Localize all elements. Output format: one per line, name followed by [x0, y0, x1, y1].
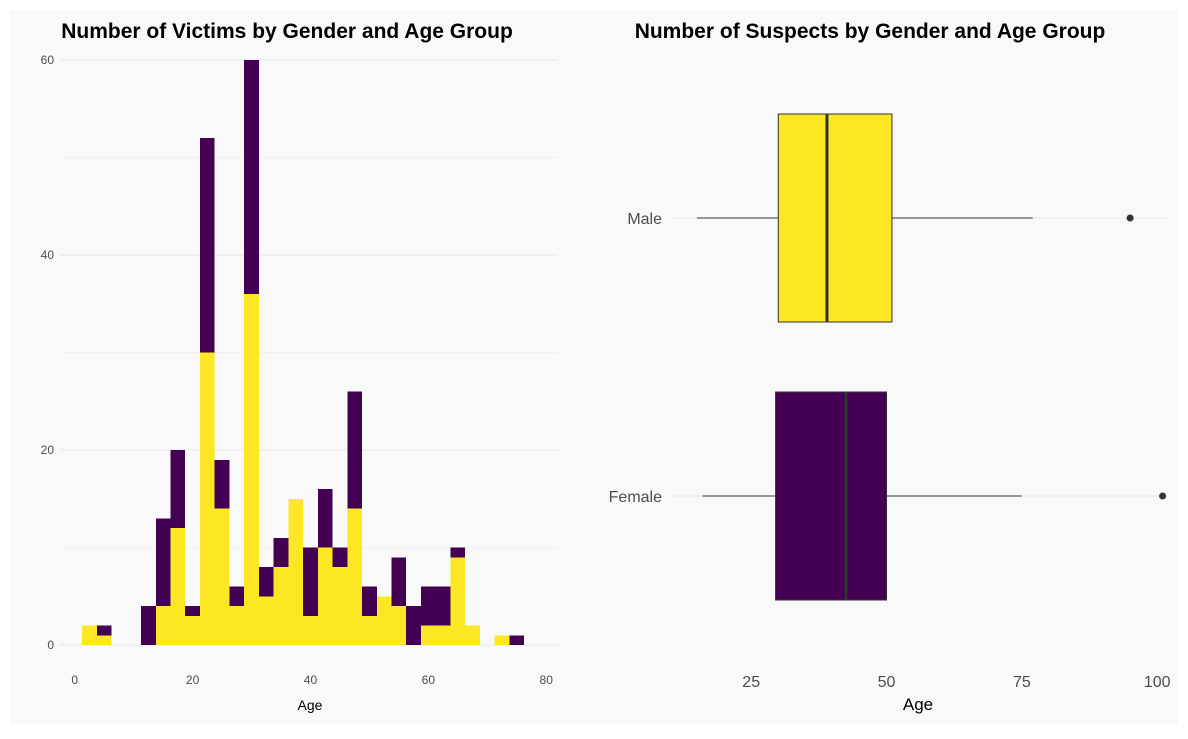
left-x-tick-label: 0 [71, 673, 78, 687]
right-boxplots [697, 113, 1167, 601]
bar-segment-female [435, 586, 451, 626]
bar-segment-female [185, 606, 200, 616]
bar-segment-male [170, 528, 186, 645]
female-outlier-point [1159, 492, 1167, 500]
bar-segment-female [273, 537, 289, 567]
left-y-ticks: 0 20 40 60 [41, 53, 55, 652]
male-outlier-point [1126, 214, 1134, 222]
bar-segment-male [82, 625, 97, 645]
bar-segment-male [494, 635, 510, 645]
bar-segment-male [317, 547, 333, 645]
right-y-ticks: Male Female [609, 211, 662, 506]
bar-segment-male [347, 508, 363, 645]
bar-segment-male [155, 606, 171, 645]
left-x-tick-label: 20 [186, 673, 200, 687]
left-x-tick-label: 80 [540, 673, 554, 687]
bar-segment-female [155, 518, 171, 606]
bar-segment-female [347, 391, 363, 509]
left-y-tick-label: 20 [41, 443, 55, 457]
bar-segment-male [214, 508, 230, 645]
bar-segment-male [303, 615, 318, 645]
left-x-ticks: 0 20 40 60 80 [71, 673, 553, 687]
bar-segment-male [185, 615, 200, 645]
bar-segment-female [303, 547, 318, 616]
bar-segment-male [332, 567, 348, 645]
bar-segment-male [96, 635, 112, 645]
bar-segment-female [406, 606, 421, 645]
right-x-tick-label: 75 [1013, 674, 1031, 691]
right-chart-title: Number of Suspects by Gender and Age Gro… [635, 20, 1106, 43]
bar-segment-female [214, 459, 230, 509]
bar-segment-female [96, 625, 112, 636]
bar-segment-male [273, 567, 289, 645]
bar-segment-male [435, 625, 451, 645]
left-x-tick-label: 40 [304, 673, 318, 687]
bar-segment-female [362, 586, 377, 616]
bar-segment-female [420, 586, 436, 626]
bar-segment-male [391, 606, 407, 645]
left-y-tick-label: 0 [47, 638, 54, 652]
female-box [775, 391, 888, 601]
right-x-tick-label: 50 [878, 674, 896, 691]
bar-segment-male [450, 557, 466, 645]
bar-segment-male [376, 596, 392, 645]
bar-segment-male [288, 498, 304, 645]
bar-segment-female [332, 547, 348, 567]
left-x-tick-label: 60 [422, 673, 436, 687]
bar-segment-female [509, 635, 525, 645]
bar-segment-female [450, 547, 466, 558]
right-x-tick-label: 100 [1144, 674, 1171, 691]
left-chart-title: Number of Victims by Gender and Age Grou… [61, 20, 513, 43]
bar-segment-male [258, 596, 274, 645]
bar-segment-female [391, 557, 407, 606]
right-x-tick-label: 25 [742, 674, 760, 691]
bar-segment-female [258, 567, 274, 597]
right-y-tick-label-female: Female [609, 489, 662, 506]
bar-segment-female [141, 606, 156, 645]
bar-segment-female [317, 489, 333, 548]
bar-segment-male [244, 294, 259, 645]
male-box [777, 113, 893, 323]
bar-segment-male [199, 352, 215, 645]
bar-segment-female [170, 450, 186, 528]
bar-segment-female [244, 60, 259, 294]
left-bars [82, 60, 525, 645]
right-x-ticks: 25 50 75 100 [742, 674, 1170, 691]
bar-segment-male [229, 606, 245, 645]
left-x-axis-label: Age [298, 697, 323, 713]
bar-segment-female [199, 138, 215, 353]
right-x-axis-label: Age [903, 695, 933, 714]
left-y-tick-label: 40 [41, 248, 55, 262]
bar-segment-male [420, 625, 436, 645]
right-y-tick-label-male: Male [627, 211, 662, 228]
bar-segment-male [465, 625, 480, 645]
bar-segment-female [229, 586, 245, 606]
bar-segment-male [362, 615, 377, 645]
left-y-tick-label: 60 [41, 53, 55, 67]
